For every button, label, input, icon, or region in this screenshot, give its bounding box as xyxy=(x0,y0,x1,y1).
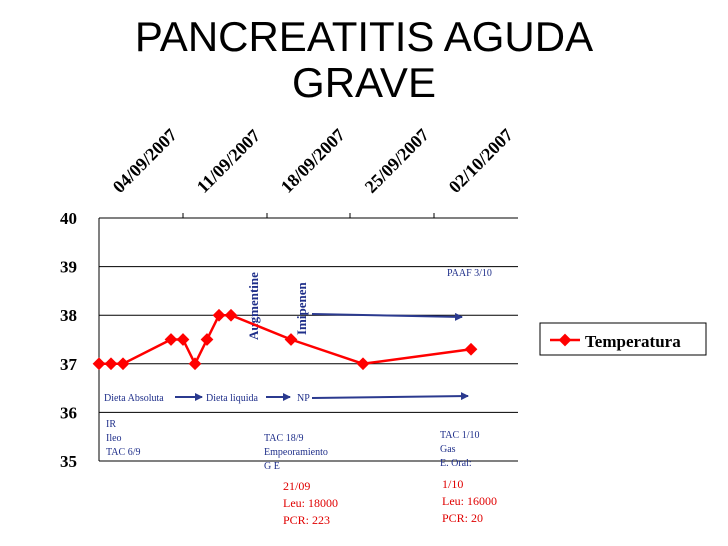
ir-line-2: Ileo xyxy=(106,433,122,444)
data-point xyxy=(176,333,190,346)
lab1-line-1: 1/10 xyxy=(442,477,463,491)
data-point xyxy=(188,357,202,371)
chart-title: PANCREATITIS AGUDA GRAVE xyxy=(134,13,594,106)
tac18-line-2: Empeoramiento xyxy=(264,447,328,458)
ir-line-3: TAC 6/9 xyxy=(106,447,140,458)
rotated-augmentine: Augmentine xyxy=(246,272,261,340)
rotated-imipenen: Imipenen xyxy=(294,282,309,336)
data-point xyxy=(92,357,106,371)
lab21-line-3: PCR: 223 xyxy=(283,513,330,527)
y-tick-label: 35 xyxy=(60,452,77,471)
data-point xyxy=(284,333,298,346)
x-tick-label: 04/09/2007 xyxy=(109,125,181,197)
y-tick-label: 36 xyxy=(60,403,77,422)
temperature-series xyxy=(92,308,478,371)
np-label: NP xyxy=(297,393,310,404)
lab21-line-2: Leu: 18000 xyxy=(283,496,338,510)
y-tick-label: 37 xyxy=(60,355,78,374)
x-tick-label: 25/09/2007 xyxy=(361,125,433,197)
y-tick-label: 40 xyxy=(60,209,77,228)
tac18-line-3: G E xyxy=(264,461,280,472)
data-point xyxy=(164,333,178,346)
y-tick-label: 38 xyxy=(60,306,77,325)
grid-lines xyxy=(99,217,518,462)
tac1-line-2: Gas xyxy=(440,444,456,455)
tac1-line-1: TAC 1/10 xyxy=(440,430,479,441)
diet-absoluta-label: Dieta Absoluta xyxy=(104,393,164,404)
x-tick-labels: 04/09/2007 11/09/2007 18/09/2007 25/09/2007… xyxy=(109,125,517,197)
x-tick-label: 18/09/2007 xyxy=(277,125,349,197)
annotations: Augmentine Imipenen PAAF 3/10 Dieta Abso… xyxy=(104,268,497,527)
lab1-line-2: Leu: 16000 xyxy=(442,494,497,508)
data-point xyxy=(224,308,238,322)
y-tick-label: 39 xyxy=(60,258,77,277)
data-point xyxy=(356,357,370,371)
y-tick-labels: 40 39 38 37 36 35 xyxy=(60,209,78,471)
legend: Temperatura xyxy=(539,322,707,356)
data-point xyxy=(104,357,118,371)
lab21-line-1: 21/09 xyxy=(283,479,310,493)
legend-label: Temperatura xyxy=(585,332,681,351)
axes xyxy=(98,213,518,461)
np-arrow xyxy=(311,392,469,401)
data-point xyxy=(212,308,226,322)
tac18-line-1: TAC 18/9 xyxy=(264,433,303,444)
diet-liquida-label: Dieta liquida xyxy=(206,393,258,404)
tac1-line-3: E. Oral: xyxy=(440,458,472,469)
x-tick-label: 11/09/2007 xyxy=(193,125,264,196)
lab1-line-3: PCR: 20 xyxy=(442,511,483,525)
imipenen-arrow xyxy=(311,312,463,321)
paaf-label: PAAF 3/10 xyxy=(447,268,492,279)
ir-line-1: IR xyxy=(106,419,116,430)
data-point xyxy=(116,357,130,371)
x-tick-label: 02/10/2007 xyxy=(445,125,517,197)
data-point xyxy=(200,333,214,346)
data-point xyxy=(464,342,478,356)
